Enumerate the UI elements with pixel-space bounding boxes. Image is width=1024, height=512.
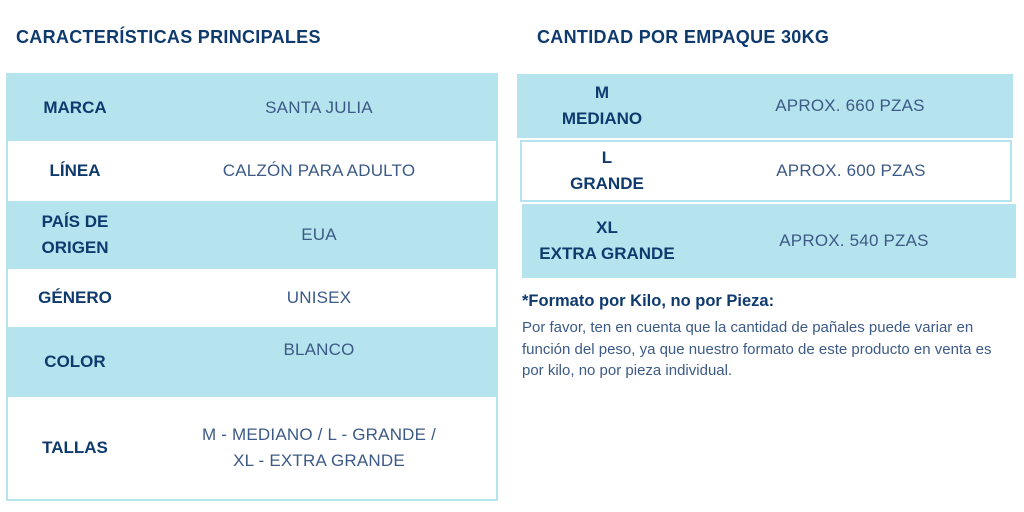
- size-code: L: [601, 148, 613, 167]
- size-code: XL: [596, 218, 618, 237]
- characteristics-heading: CARACTERÍSTICAS PRINCIPALES: [16, 27, 321, 47]
- size-label: M MEDIANO: [517, 80, 687, 132]
- row-value: BLANCO: [283, 340, 355, 359]
- row-label: PAÍS DE ORIGEN: [8, 209, 142, 261]
- row-label: MARCA: [43, 98, 107, 117]
- quantity-row-medium: M MEDIANO APROX. 660 PZAS: [517, 74, 1013, 138]
- size-label: XL EXTRA GRANDE: [522, 215, 692, 267]
- table-row-sizes: TALLAS M - MEDIANO / L - GRANDE / XL - E…: [8, 397, 496, 499]
- row-value-line: XL - EXTRA GRANDE: [233, 451, 405, 470]
- table-row-origin: PAÍS DE ORIGEN EUA: [8, 201, 496, 269]
- quantity-value: APROX. 660 PZAS: [775, 96, 925, 115]
- table-row-gender: GÉNERO UNISEX: [8, 269, 496, 327]
- row-value: SANTA JULIA: [265, 98, 373, 117]
- note-title: *Formato por Kilo, no por Pieza:: [522, 292, 775, 310]
- quantity-value: APROX. 540 PZAS: [779, 231, 929, 250]
- package-quantity-heading: CANTIDAD POR EMPAQUE 30KG: [537, 27, 830, 47]
- size-name: EXTRA GRANDE: [539, 244, 675, 263]
- row-label: GÉNERO: [38, 288, 112, 307]
- row-value: EUA: [301, 225, 337, 244]
- size-label: L GRANDE: [522, 145, 692, 197]
- row-value: UNISEX: [286, 288, 352, 307]
- row-label: COLOR: [44, 352, 106, 371]
- size-name: GRANDE: [570, 174, 644, 193]
- quantity-row-large: L GRANDE APROX. 600 PZAS: [520, 140, 1012, 202]
- characteristics-table: MARCA SANTA JULIA LÍNEA CALZÓN PARA ADUL…: [6, 73, 498, 501]
- row-label-line: PAÍS DE: [41, 212, 109, 231]
- row-label: TALLAS: [42, 438, 108, 457]
- row-value: CALZÓN PARA ADULTO: [222, 161, 416, 180]
- table-row-line: LÍNEA CALZÓN PARA ADULTO: [8, 141, 496, 201]
- row-label-line: ORIGEN: [41, 238, 109, 257]
- row-label: LÍNEA: [49, 161, 101, 180]
- quantity-value: APROX. 600 PZAS: [776, 161, 926, 180]
- table-row-brand: MARCA SANTA JULIA: [8, 75, 496, 141]
- row-value-line: M - MEDIANO / L - GRANDE /: [201, 425, 437, 444]
- size-code: M: [594, 83, 610, 102]
- table-row-color: COLOR BLANCO: [8, 327, 496, 397]
- quantity-row-extra-large: XL EXTRA GRANDE APROX. 540 PZAS: [522, 204, 1016, 278]
- note-body: Por favor, ten en cuenta que la cantidad…: [522, 319, 992, 379]
- size-name: MEDIANO: [561, 109, 643, 128]
- row-value: M - MEDIANO / L - GRANDE / XL - EXTRA GR…: [142, 422, 496, 474]
